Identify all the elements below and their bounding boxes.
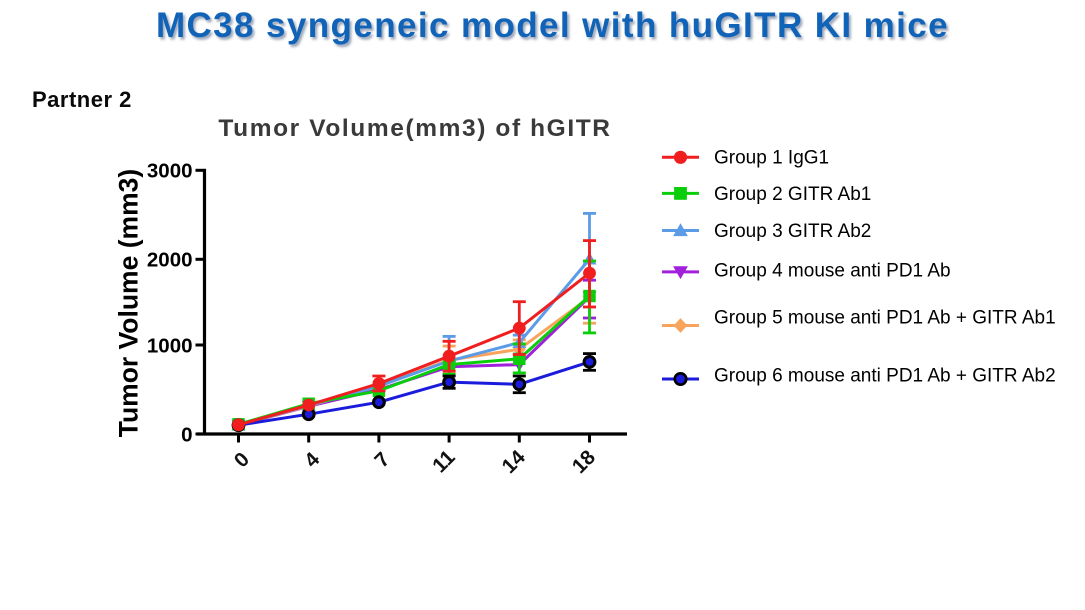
svg-text:2000: 2000: [147, 249, 193, 272]
svg-text:Group 2 GITR Ab1: Group 2 GITR Ab1: [714, 184, 871, 205]
svg-text:Group 6 mouse anti PD1 Ab + GI: Group 6 mouse anti PD1 Ab + GITR Ab2: [714, 366, 1056, 387]
svg-text:Group 5 mouse anti PD1 Ab + GI: Group 5 mouse anti PD1 Ab + GITR Ab1: [714, 307, 1056, 328]
svg-text:3000: 3000: [147, 160, 193, 183]
svg-text:14: 14: [497, 445, 530, 478]
svg-text:Group 1 IgG1: Group 1 IgG1: [714, 147, 829, 168]
svg-text:Group 4 mouse anti PD1 Ab: Group 4 mouse anti PD1 Ab: [714, 260, 951, 281]
svg-text:0: 0: [181, 423, 192, 446]
svg-text:Group 3 GITR Ab2: Group 3 GITR Ab2: [714, 221, 871, 242]
svg-text:0: 0: [230, 448, 254, 472]
svg-text:7: 7: [370, 448, 394, 472]
svg-text:Tumor Volume(mm3) of hGITR: Tumor Volume(mm3) of hGITR: [218, 115, 611, 142]
svg-text:11: 11: [428, 446, 460, 478]
svg-text:18: 18: [568, 446, 600, 478]
svg-text:1000: 1000: [147, 334, 193, 357]
svg-text:Tumor Volume (mm3): Tumor Volume (mm3): [114, 169, 144, 437]
svg-text:4: 4: [300, 447, 325, 472]
